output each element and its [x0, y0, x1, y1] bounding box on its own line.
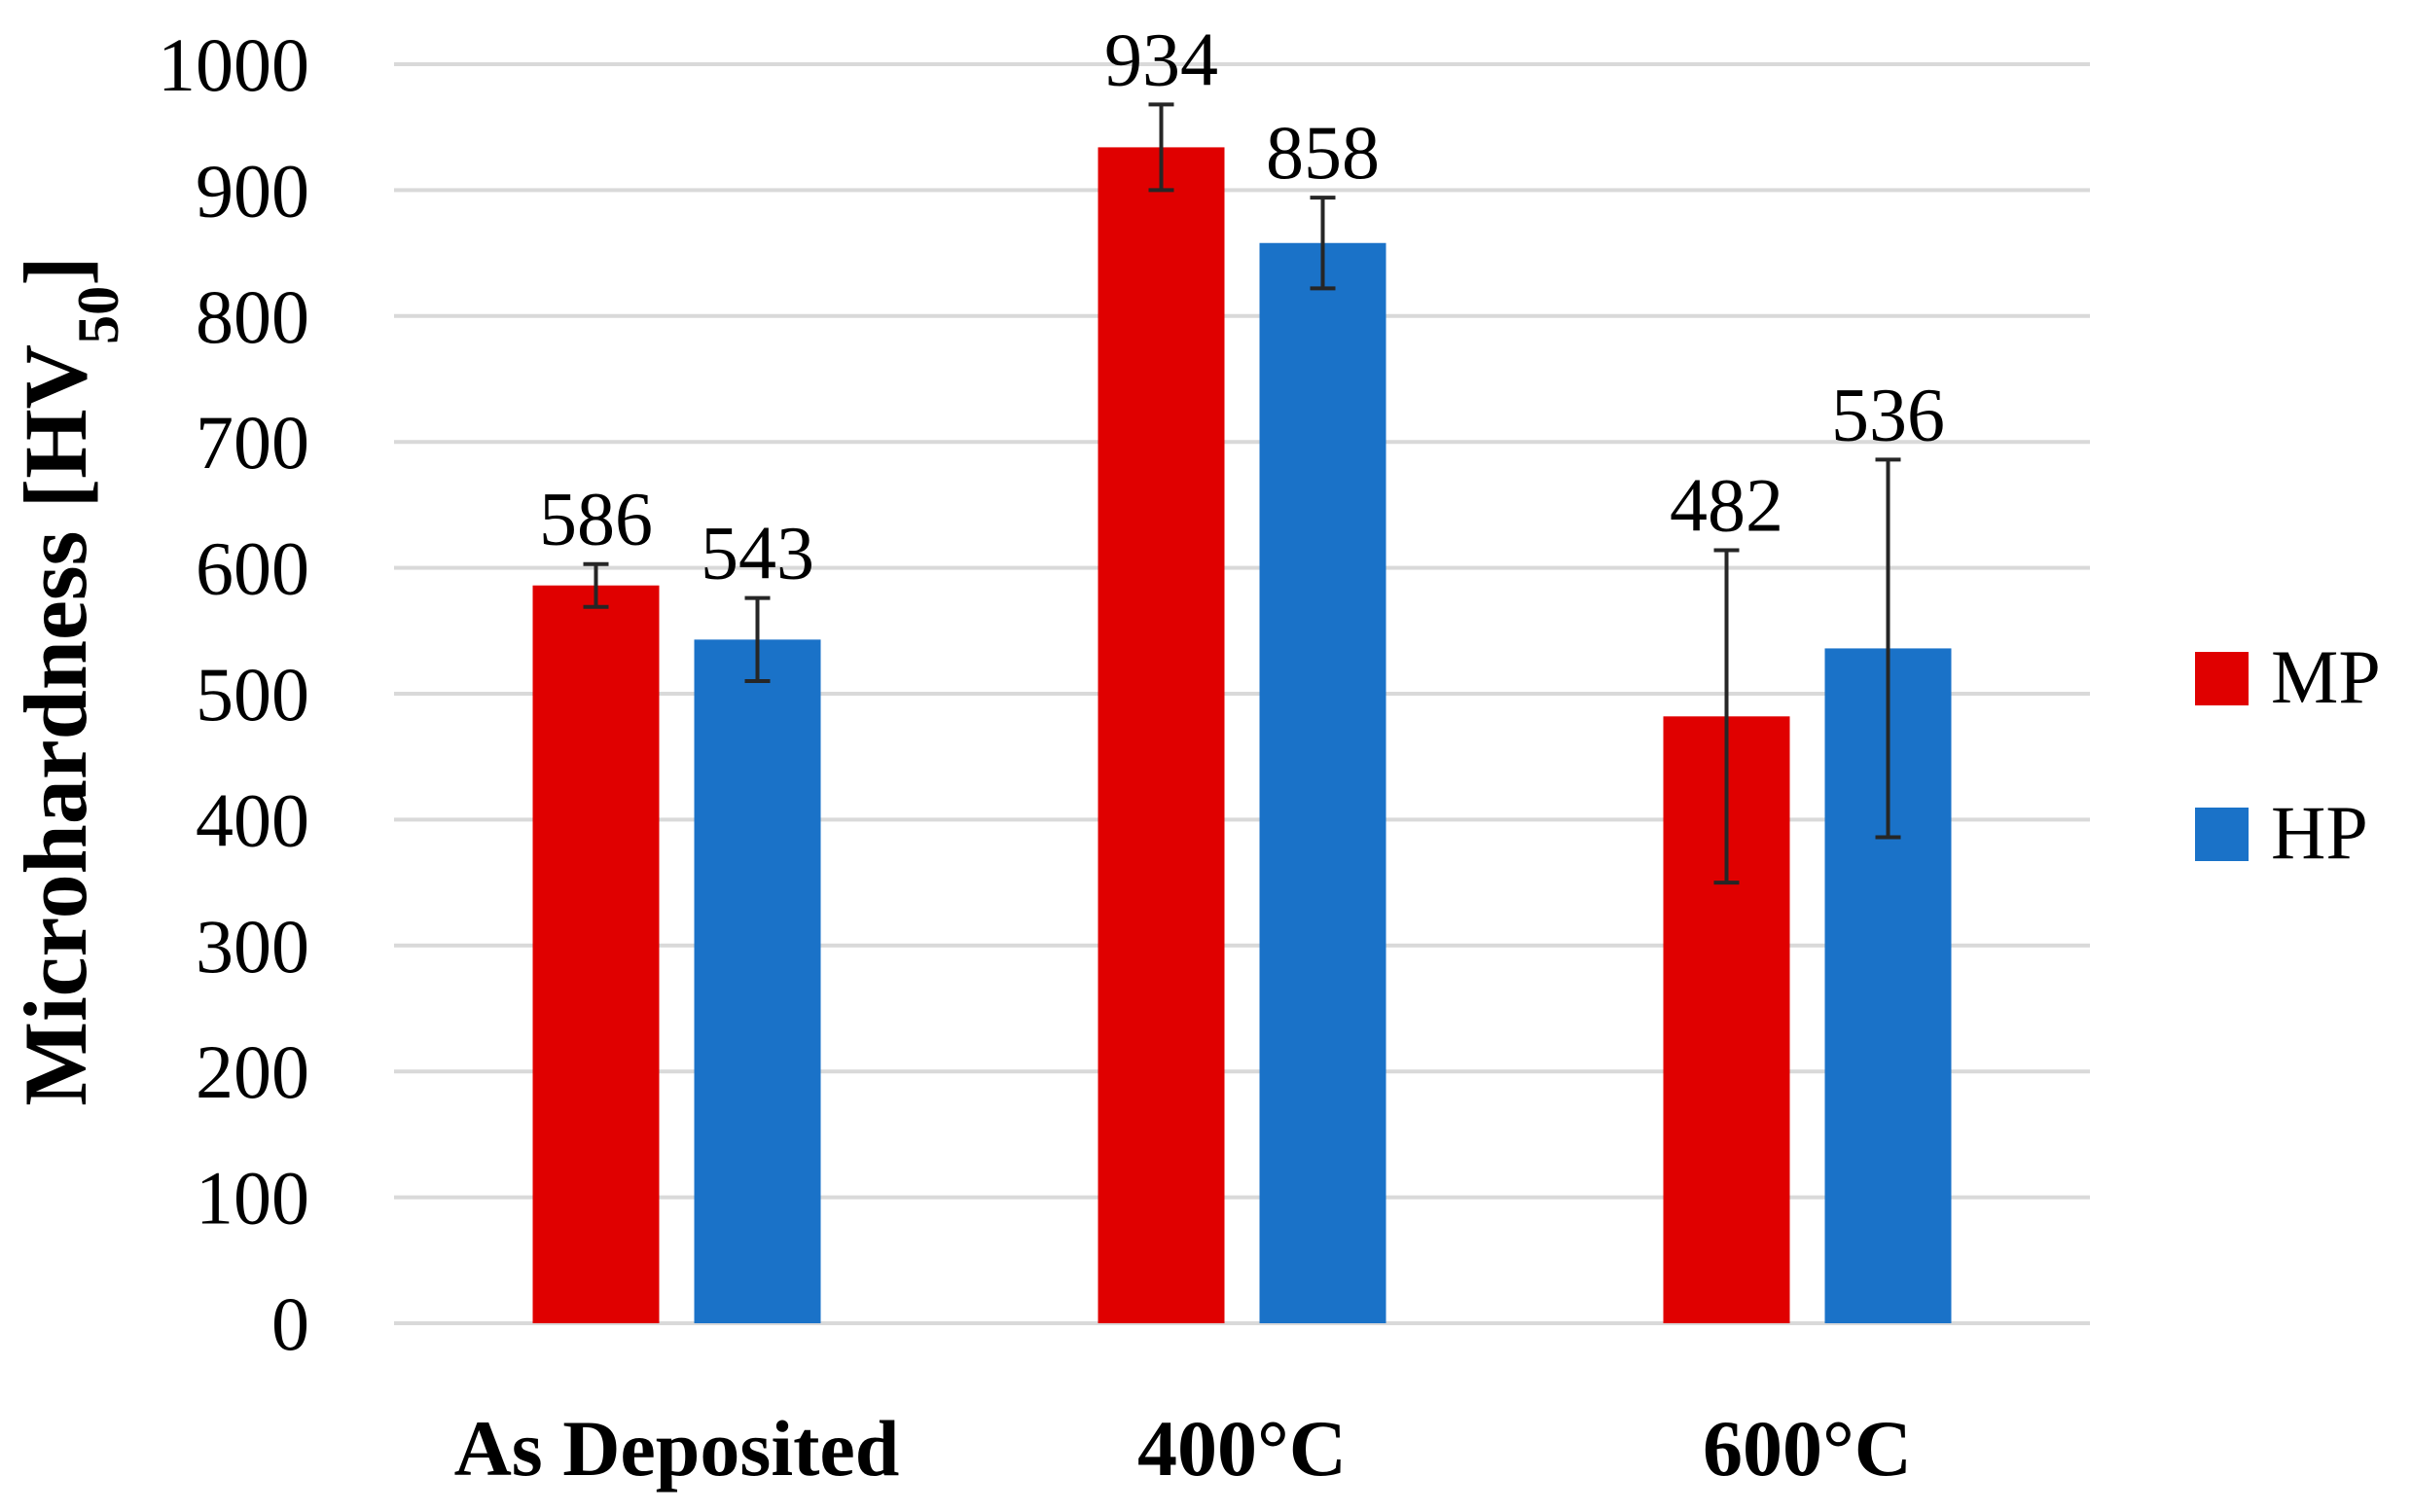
- data-label: 934: [1104, 17, 1218, 101]
- error-bar: [1310, 196, 1336, 291]
- legend: MP HP: [2195, 634, 2381, 875]
- data-label: 858: [1266, 110, 1380, 195]
- y-tick-label: 600: [196, 526, 309, 611]
- x-category-label: 600°C: [1703, 1404, 1912, 1493]
- y-tick-label: 800: [196, 274, 309, 359]
- error-bar: [583, 561, 609, 609]
- y-axis-title-subscript: 50: [66, 286, 130, 344]
- y-axis-title-suffix: ]: [6, 256, 105, 286]
- bar-hp: [694, 639, 821, 1323]
- legend-swatch-hp: [2195, 808, 2249, 861]
- error-bar: [744, 595, 771, 684]
- y-tick-label: 200: [196, 1029, 309, 1114]
- y-axis-ticks: 0 100 200 300 400 500 600 700 800 900 1000: [158, 22, 309, 1366]
- y-tick-label: 100: [196, 1156, 309, 1241]
- gridlines: [394, 62, 2090, 1325]
- x-axis-categories: As Deposited 400°C 600°C: [454, 1404, 1912, 1493]
- legend-label-mp: MP: [2271, 634, 2381, 719]
- data-label: 586: [539, 477, 653, 561]
- bar-mp: [532, 585, 660, 1323]
- error-bars: [583, 102, 1901, 885]
- error-bar: [1713, 548, 1740, 885]
- y-tick-label: 700: [196, 400, 309, 485]
- y-axis-title: Microhardness [HV50]: [6, 256, 130, 1105]
- error-bar: [1875, 457, 1901, 840]
- bar-mp: [1098, 147, 1225, 1323]
- legend-swatch-mp: [2195, 652, 2249, 705]
- x-category-label: 400°C: [1137, 1404, 1347, 1493]
- y-tick-label: 300: [196, 904, 309, 989]
- y-tick-label: 900: [196, 148, 309, 233]
- y-tick-label: 1000: [158, 22, 309, 107]
- y-axis-title-main: Microhardness [HV: [6, 344, 105, 1106]
- data-label: 536: [1831, 372, 1945, 456]
- legend-label-hp: HP: [2271, 790, 2368, 875]
- y-tick-label: 0: [271, 1281, 309, 1366]
- error-bar: [1148, 102, 1174, 193]
- data-label: 482: [1670, 462, 1783, 547]
- y-tick-label: 400: [196, 777, 309, 862]
- y-tick-label: 500: [196, 652, 309, 737]
- data-label: 543: [701, 511, 814, 595]
- bars: [532, 147, 1952, 1323]
- data-labels: 586 543 934 858 482 536: [539, 17, 1945, 594]
- bar-hp: [1259, 242, 1386, 1323]
- x-category-label: As Deposited: [454, 1404, 900, 1493]
